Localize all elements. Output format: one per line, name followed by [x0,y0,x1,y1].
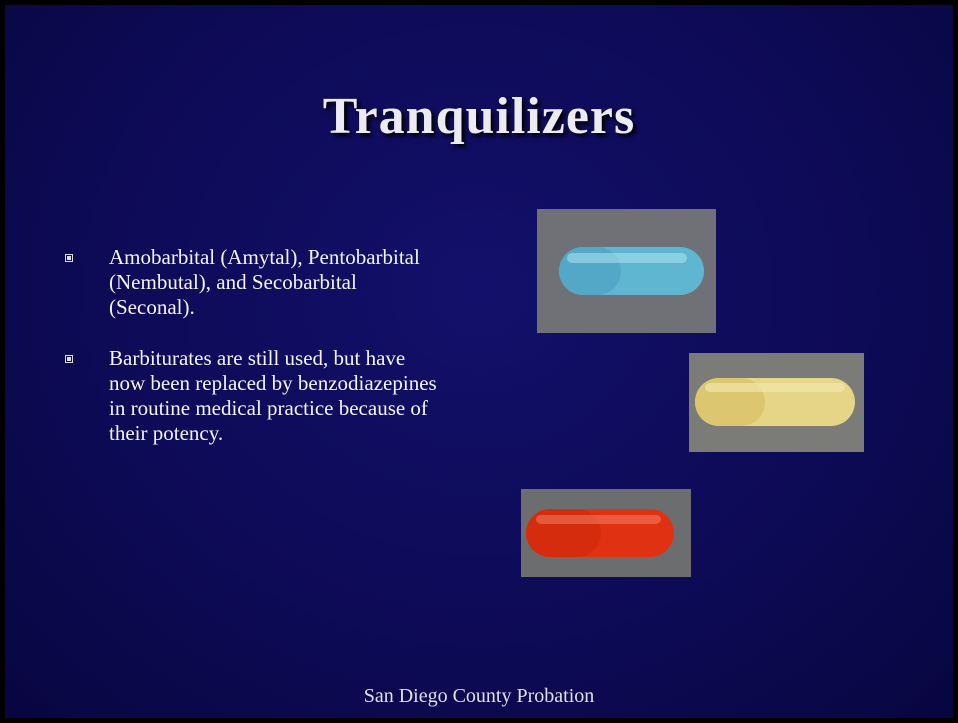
bullet-list: Amobarbital (Amytal), Pentobarbital (Nem… [65,245,445,472]
slide-footer: San Diego County Probation [363,685,595,707]
bullet: Barbiturates are still used, but have no… [65,346,445,446]
pill-photo [689,353,864,452]
bullet: Amobarbital (Amytal), Pentobarbital (Nem… [65,245,445,320]
slide-title: Tranquilizers [322,88,636,145]
pill-photo [521,489,691,577]
pill-photo [537,209,716,333]
